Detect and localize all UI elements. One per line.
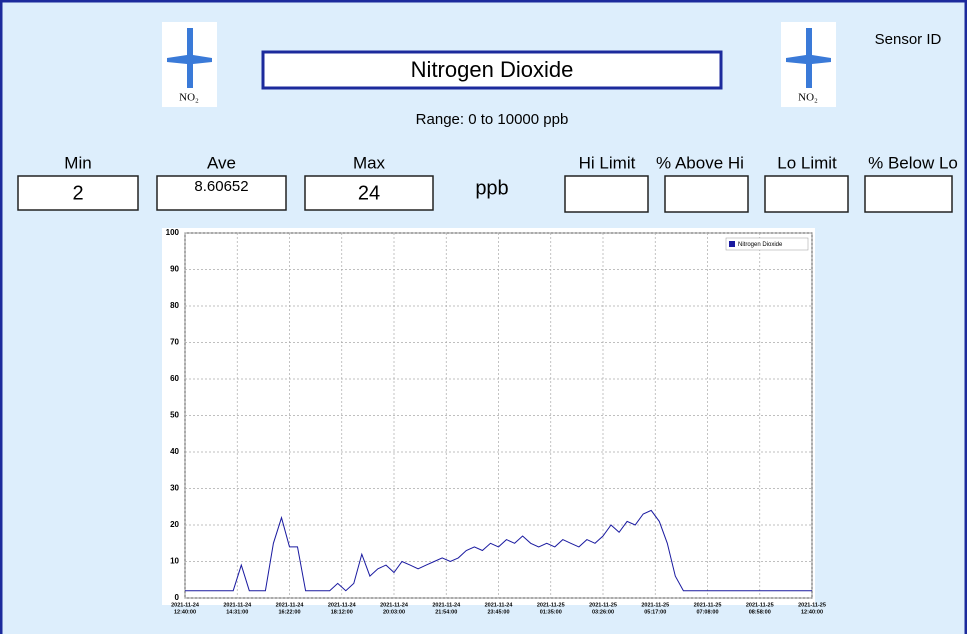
limit-box	[664, 175, 749, 213]
x-tick-time: 03:26:00	[592, 609, 614, 615]
x-tick-time: 12:40:00	[801, 609, 823, 615]
x-tick-time: 12:40:00	[174, 609, 196, 615]
x-tick-time: 21:54:00	[435, 609, 457, 615]
icon-left: NO₂	[162, 22, 217, 107]
field-value: 8.60652	[194, 178, 248, 195]
field-value: 2	[72, 182, 83, 204]
limit-label: Hi Limit	[579, 153, 636, 172]
limit-label: % Above Hi	[656, 153, 744, 172]
x-tick-date: 2021-11-25	[746, 602, 774, 608]
x-tick-date: 2021-11-24	[380, 602, 409, 608]
icon-label: NO₂	[179, 92, 199, 104]
plane	[167, 28, 212, 88]
line	[185, 509, 812, 592]
chart-bg	[162, 228, 815, 605]
unit: ppb	[475, 177, 508, 199]
x-tick-date: 2021-11-25	[694, 602, 722, 608]
x-tick-time: 20:03:00	[383, 609, 405, 615]
x-tick-time: 05:17:00	[644, 609, 666, 615]
icon-right: NO₂	[781, 22, 836, 107]
field-box	[304, 175, 434, 211]
limit-label: % Below Lo	[868, 153, 958, 172]
limit-box	[564, 175, 649, 213]
plane	[786, 28, 831, 88]
x-tick-date: 2021-11-25	[589, 602, 617, 608]
range: Range: 0 to 10000 ppb	[416, 111, 569, 128]
y-tick-label: 0	[175, 593, 180, 602]
x-tick-date: 2021-11-24	[485, 602, 514, 608]
x-tick-time: 23:45:00	[487, 609, 509, 615]
y-tick-label: 90	[170, 265, 179, 274]
limit-label: Lo Limit	[777, 153, 837, 172]
x-tick-date: 2021-11-24	[171, 602, 200, 608]
y-tick-label: 40	[170, 447, 179, 456]
x-tick-time: 14:31:00	[226, 609, 248, 615]
x-tick-date: 2021-11-25	[798, 602, 826, 608]
legend-swatch	[729, 241, 735, 247]
field-box	[156, 175, 287, 211]
legend-label: Nitrogen Dioxide	[738, 242, 783, 248]
limit-box	[864, 175, 953, 213]
x-tick-time: 07:08:00	[696, 609, 718, 615]
field-value: 24	[358, 182, 380, 204]
title-box	[261, 50, 723, 90]
x-tick-time: 18:12:00	[331, 609, 353, 615]
y-tick-label: 20	[170, 520, 179, 529]
field-box	[17, 175, 139, 211]
y-tick-label: 30	[170, 484, 179, 493]
x-tick-date: 2021-11-24	[432, 602, 461, 608]
x-tick-time: 08:58:00	[749, 609, 771, 615]
title: Nitrogen Dioxide	[411, 57, 574, 82]
x-tick-date: 2021-11-25	[641, 602, 669, 608]
y-tick-label: 70	[170, 338, 179, 347]
field-label: Ave	[207, 153, 236, 172]
limit-box	[764, 175, 849, 213]
y-tick-label: 10	[170, 557, 179, 566]
y-tick-label: 50	[170, 411, 179, 420]
y-tick-label: 80	[170, 301, 179, 310]
sensor-id: Sensor ID	[875, 31, 942, 48]
x-tick-time: 01:35:00	[540, 609, 562, 615]
x-tick-date: 2021-11-24	[328, 602, 357, 608]
x-tick-date: 2021-11-24	[276, 602, 305, 608]
field-label: Min	[64, 153, 91, 172]
x-tick-date: 2021-11-24	[223, 602, 252, 608]
field-label: Max	[353, 153, 386, 172]
y-tick-label: 60	[170, 374, 179, 383]
icon-label: NO₂	[798, 92, 818, 104]
legend-box	[725, 237, 809, 251]
x-tick-date: 2021-11-25	[537, 602, 565, 608]
x-tick-time: 16:22:00	[278, 609, 300, 615]
y-tick-label: 100	[166, 228, 180, 237]
